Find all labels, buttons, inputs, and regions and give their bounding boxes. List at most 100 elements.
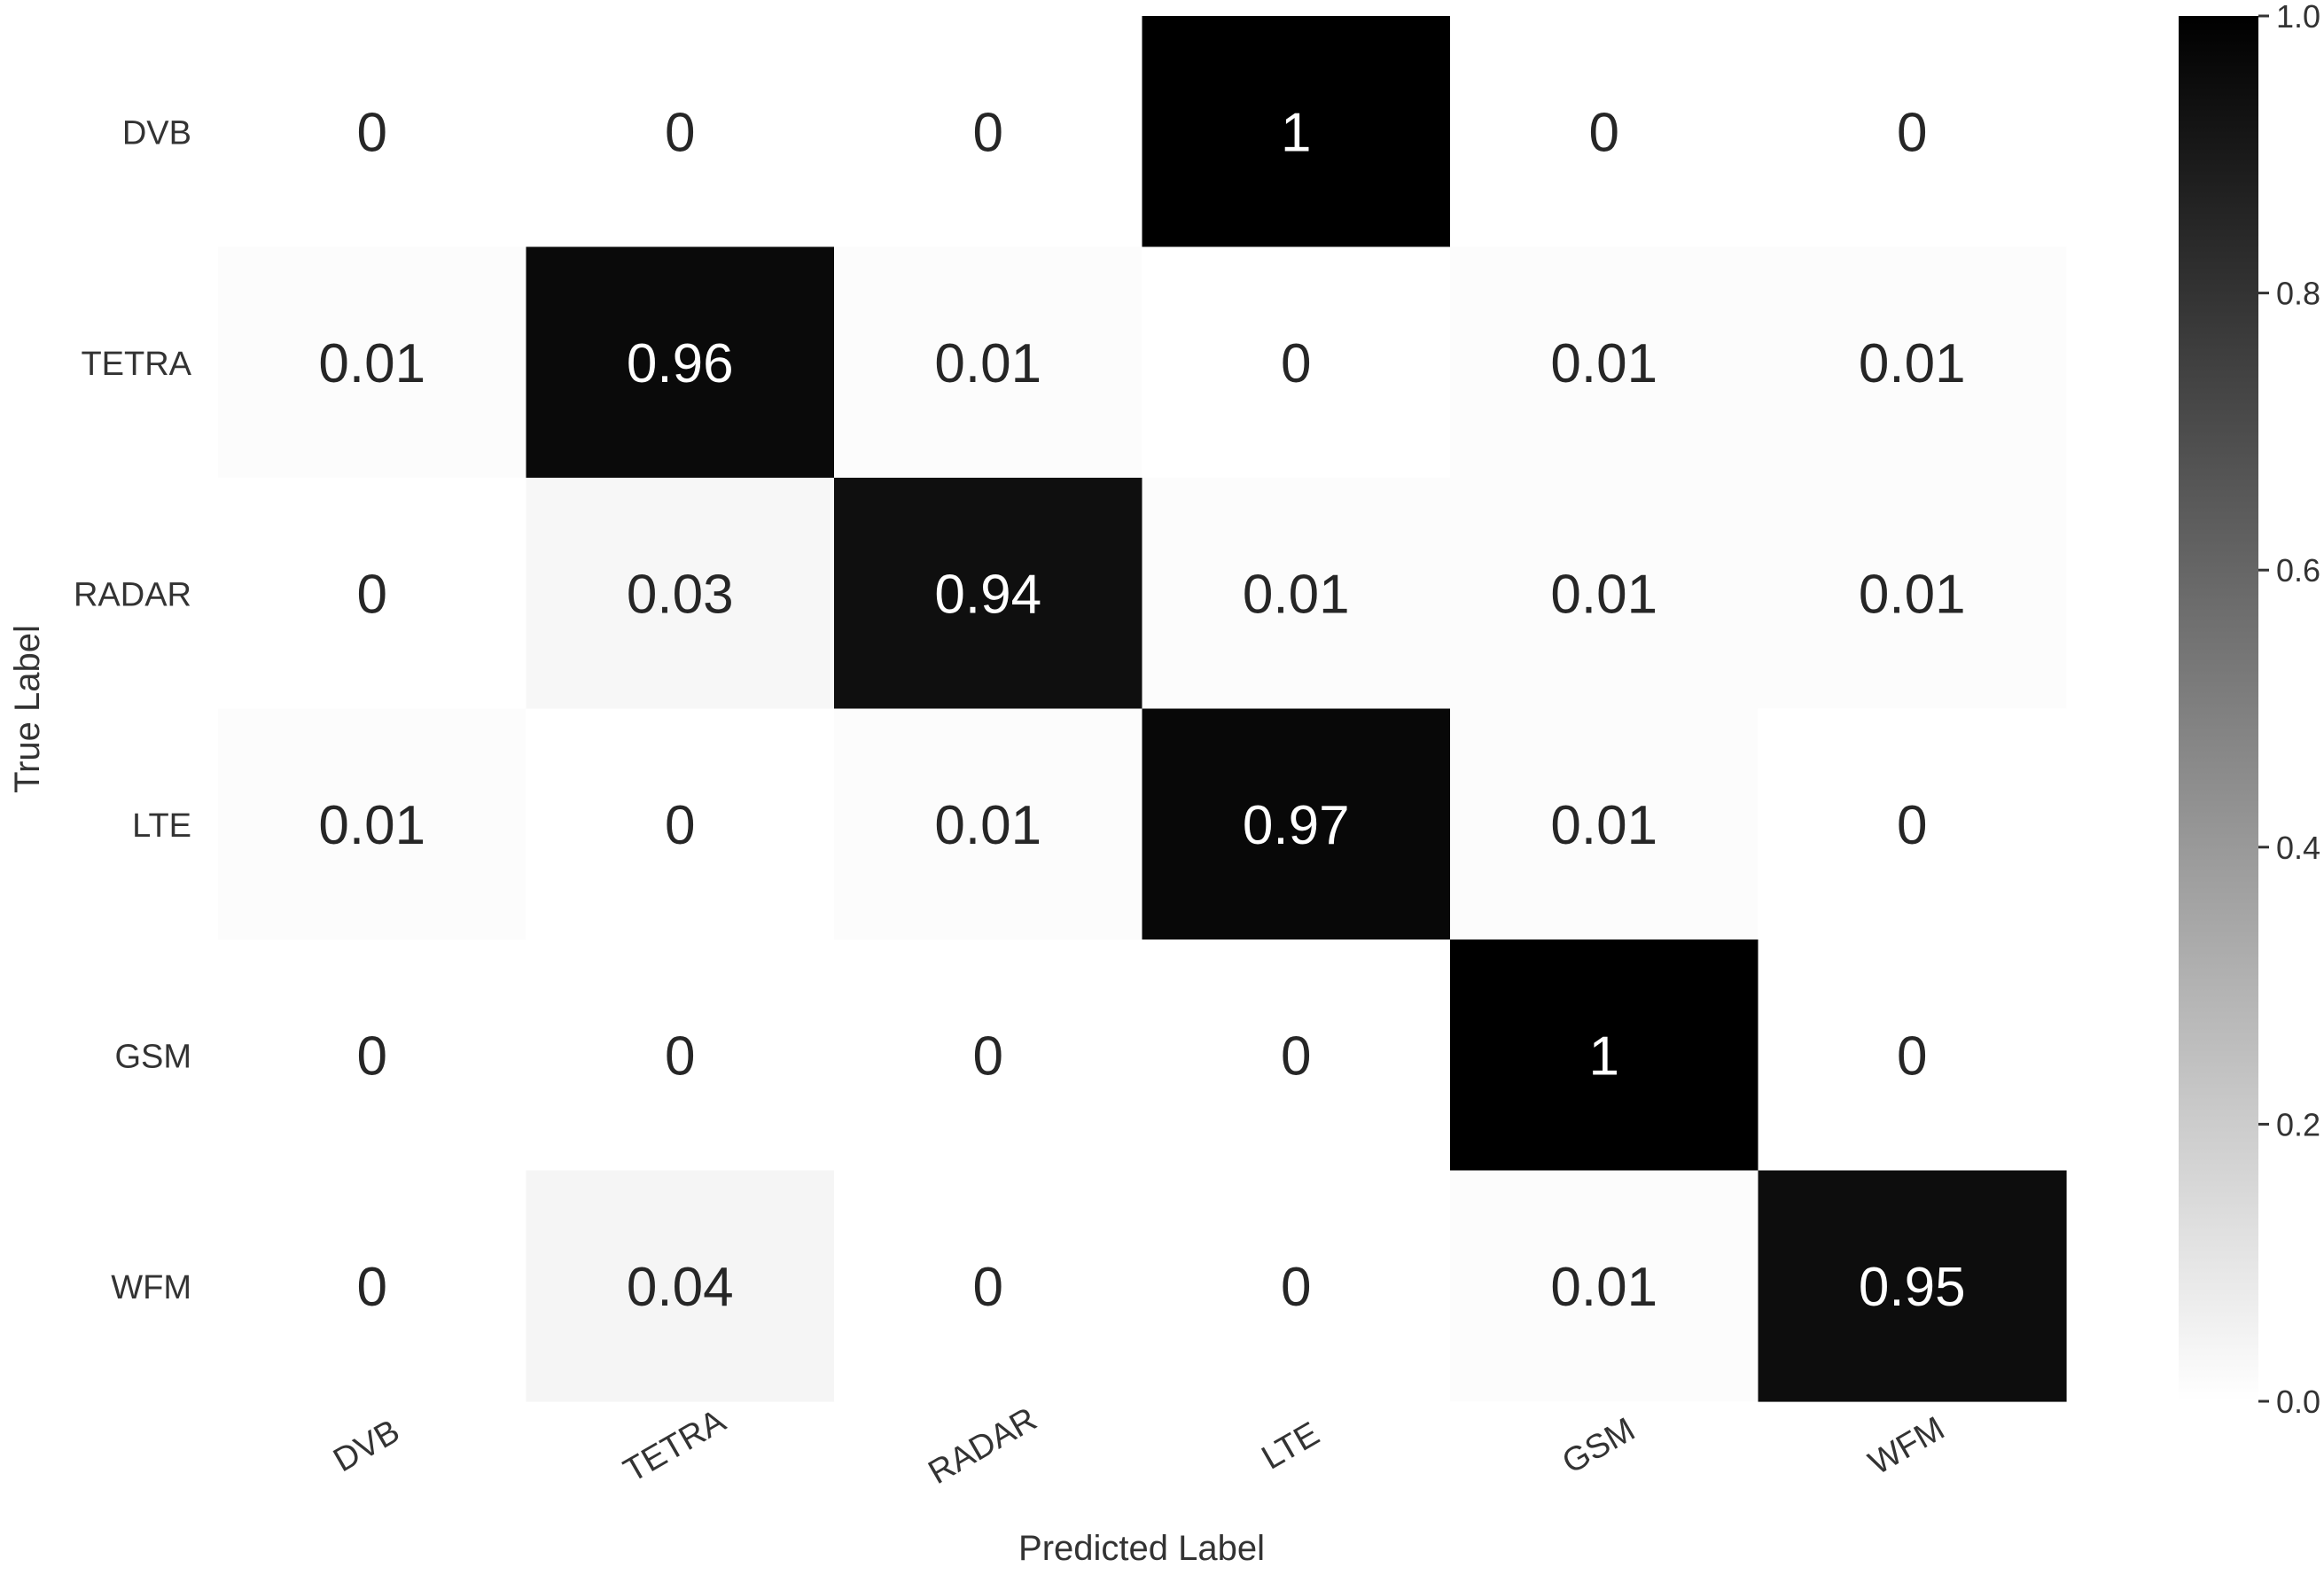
heatmap-cell: [218, 246, 527, 479]
heatmap-cell: [834, 246, 1143, 479]
heatmap-cell: [834, 16, 1143, 248]
cell-value-label: 0.01: [1859, 333, 1966, 394]
heatmap-cell: [1758, 246, 2067, 479]
cell-value-label: 0: [973, 1025, 1003, 1087]
x-tick-label: WFM: [1862, 1410, 1951, 1483]
heatmap-cells: [218, 16, 2067, 1402]
heatmap-cell: [1758, 708, 2067, 940]
cell-value-label: 0: [665, 795, 695, 856]
cell-value-label: 0.96: [627, 333, 734, 394]
heatmap-cell: [526, 940, 835, 1172]
heatmap-cell: [1450, 1170, 1759, 1402]
y-axis-label: True Label: [8, 625, 47, 793]
heatmap-cell: [1450, 478, 1759, 710]
x-tick-label: LTE: [1256, 1415, 1326, 1478]
cell-value-label: 0.01: [1550, 795, 1657, 856]
cell-value-label: 0: [1281, 1025, 1311, 1087]
heatmap-cell: [218, 708, 527, 940]
heatmap-cell: [1142, 246, 1451, 479]
cell-value-label: 0: [1589, 102, 1619, 163]
cell-value-label: 0: [1281, 333, 1311, 394]
heatmap-cell: [526, 478, 835, 710]
heatmap-cell: [218, 478, 527, 710]
cell-value-label: 0.01: [934, 333, 1041, 394]
cell-value-label: 0: [357, 102, 387, 163]
heatmap-cell: [834, 1170, 1143, 1402]
cell-value-label: 0.01: [1550, 564, 1657, 625]
colorbar-tick-label: 0.4: [2276, 830, 2320, 866]
x-tick-label: DVB: [327, 1413, 406, 1479]
heatmap-cell: [1758, 16, 2067, 248]
heatmap-cell: [526, 246, 835, 479]
heatmap-cell: [1450, 16, 1759, 248]
heatmap-cell: [218, 1170, 527, 1402]
x-tick-label: TETRA: [618, 1402, 732, 1490]
cell-value-label: 0.97: [1243, 795, 1350, 856]
colorbar-ticks: 0.0 0.2 0.4 0.6 0.8 1.0: [2258, 0, 2320, 1420]
heatmap-cell: [834, 708, 1143, 940]
heatmap-cell: [1142, 708, 1451, 940]
cell-value-label: 0.03: [627, 564, 734, 625]
y-tick-label: DVB: [122, 114, 191, 152]
cell-value-label: 0: [973, 1257, 1003, 1318]
cell-value-label: 0: [665, 102, 695, 163]
cell-value-label: 0: [357, 564, 387, 625]
heatmap-cell: [1758, 1170, 2067, 1402]
cell-value-label: 0: [973, 102, 1003, 163]
colorbar-tick-label: 0.8: [2276, 276, 2320, 312]
cell-value-label: 0.01: [318, 795, 425, 856]
x-tick-label: RADAR: [923, 1400, 1043, 1492]
x-tick-labels: DVB TETRA RADAR LTE GSM WFM: [327, 1400, 1951, 1492]
heatmap-cell: [526, 708, 835, 940]
cell-value-label: 0.01: [934, 795, 1041, 856]
heatmap-cell: [834, 478, 1143, 710]
colorbar: [2179, 16, 2258, 1401]
colorbar-gradient: [2179, 16, 2258, 1401]
x-tick-label: GSM: [1556, 1411, 1642, 1482]
heatmap-cell: [218, 940, 527, 1172]
cell-value-label: 0: [357, 1025, 387, 1087]
heatmap-cell: [1450, 708, 1759, 940]
heatmap-cell: [1450, 940, 1759, 1172]
heatmap-cell: [1142, 16, 1451, 248]
heatmap-cell: [834, 940, 1143, 1172]
cell-value-label: 0.04: [627, 1257, 734, 1318]
cell-value-label: 0: [1897, 102, 1927, 163]
colorbar-tick-label: 0.2: [2276, 1106, 2320, 1142]
cell-value-label: 0: [665, 1025, 695, 1087]
cell-value-label: 1: [1281, 102, 1311, 163]
y-tick-label: TETRA: [81, 346, 191, 383]
cell-annotations: 0 0 0 1 0 0 0.01 0.96 0.01 0 0.01 0.01 0 0.03 0.94 0.01…: [318, 102, 1965, 1318]
y-tick-label: GSM: [114, 1038, 191, 1075]
y-tick-labels: DVB TETRA RADAR LTE GSM WFM: [74, 114, 192, 1306]
cell-value-label: 0.94: [934, 564, 1041, 625]
cell-value-label: 0.01: [1550, 1257, 1657, 1318]
heatmap-cell: [526, 16, 835, 248]
cell-value-label: 0.01: [1243, 564, 1350, 625]
y-tick-label: LTE: [132, 807, 191, 845]
heatmap-cell: [526, 1170, 835, 1402]
x-axis-label: Predicted Label: [1018, 1529, 1265, 1568]
cell-value-label: 0: [1897, 795, 1927, 856]
heatmap-cell: [1142, 940, 1451, 1172]
y-tick-label: WFM: [111, 1269, 191, 1306]
y-tick-label: RADAR: [74, 576, 191, 613]
heatmap-cell: [1758, 940, 2067, 1172]
cell-value-label: 0: [1897, 1025, 1927, 1087]
colorbar-tick-label: 0.0: [2276, 1384, 2320, 1420]
cell-value-label: 0.01: [318, 333, 425, 394]
heatmap-cell: [1450, 246, 1759, 479]
heatmap-cell: [1142, 478, 1451, 710]
heatmap-cell: [218, 16, 527, 248]
colorbar-tick-label: 1.0: [2276, 0, 2320, 35]
cell-value-label: 0.95: [1859, 1257, 1966, 1318]
heatmap-cell: [1142, 1170, 1451, 1402]
cell-value-label: 0: [357, 1257, 387, 1318]
cell-value-label: 0.01: [1550, 333, 1657, 394]
colorbar-tick-label: 0.6: [2276, 552, 2320, 589]
cell-value-label: 1: [1589, 1025, 1619, 1087]
cell-value-label: 0: [1281, 1257, 1311, 1318]
cell-value-label: 0.01: [1859, 564, 1966, 625]
